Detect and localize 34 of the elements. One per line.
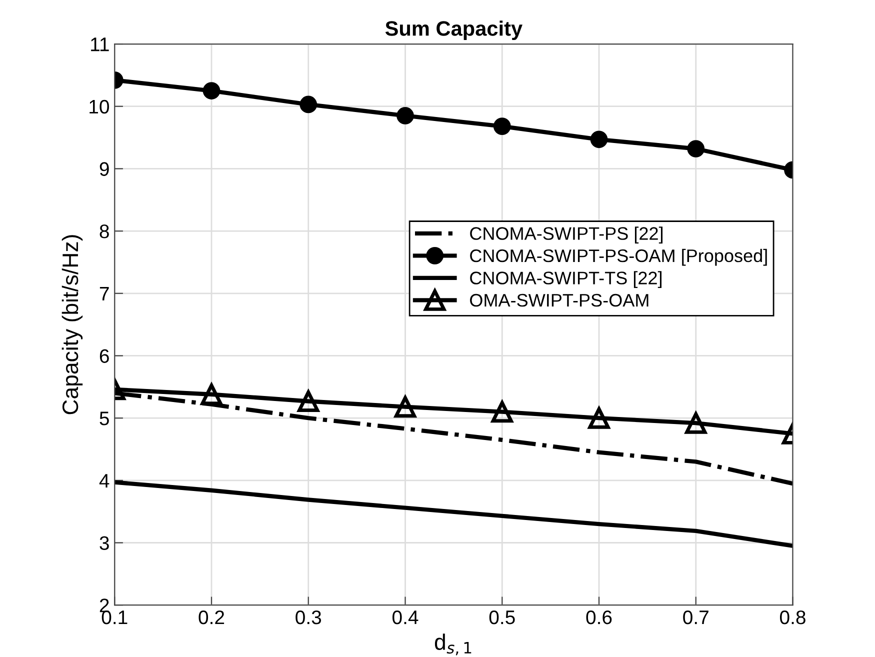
legend-label: OMA-SWIPT-PS-OAM bbox=[470, 294, 648, 307]
chart-title: Sum Capacity bbox=[385, 20, 522, 40]
point bbox=[396, 107, 414, 124]
y-tick-label: 4 bbox=[99, 474, 110, 488]
x-tick-label: 0.7 bbox=[683, 610, 708, 624]
x-tick-label: 0.2 bbox=[198, 610, 224, 624]
point bbox=[298, 390, 320, 412]
x-tick-label: 0.1 bbox=[102, 610, 128, 624]
point bbox=[300, 96, 318, 114]
legend-label: CNOMA-SWIPT-TS [22] bbox=[470, 271, 662, 288]
point bbox=[685, 412, 707, 434]
y-tick-label: 8 bbox=[100, 224, 109, 238]
point bbox=[588, 407, 610, 429]
legend-label: CNOMA-SWIPT-PS [22] bbox=[470, 226, 663, 244]
y-tick-label: 5 bbox=[100, 412, 109, 426]
x-tick-label: 0.5 bbox=[489, 610, 515, 624]
x-tick-label: 0.4 bbox=[392, 610, 418, 624]
point bbox=[590, 130, 608, 148]
y-tick-label: 3 bbox=[100, 536, 109, 550]
legend-label: CNOMA-SWIPT-PS-OAM [Proposed] bbox=[470, 248, 767, 266]
x-tick-label: 0.3 bbox=[296, 610, 322, 624]
y-tick-label: 11 bbox=[91, 38, 109, 52]
point bbox=[687, 140, 705, 158]
y-tick-label: 9 bbox=[100, 162, 109, 176]
point bbox=[493, 118, 511, 135]
x-tick-label: 0.6 bbox=[586, 610, 612, 624]
line-series bbox=[114, 480, 793, 548]
x-tick-label: 0.8 bbox=[780, 610, 806, 624]
y-axis-title: Capacity (bit/s/Hz) bbox=[62, 235, 83, 414]
y-tick-label: 10 bbox=[90, 100, 110, 114]
point bbox=[202, 82, 220, 100]
y-tick-label: 6 bbox=[100, 349, 109, 363]
y-tick-label: 7 bbox=[100, 287, 109, 300]
x-axis-title: d$_{s,1}$ bbox=[434, 634, 472, 656]
